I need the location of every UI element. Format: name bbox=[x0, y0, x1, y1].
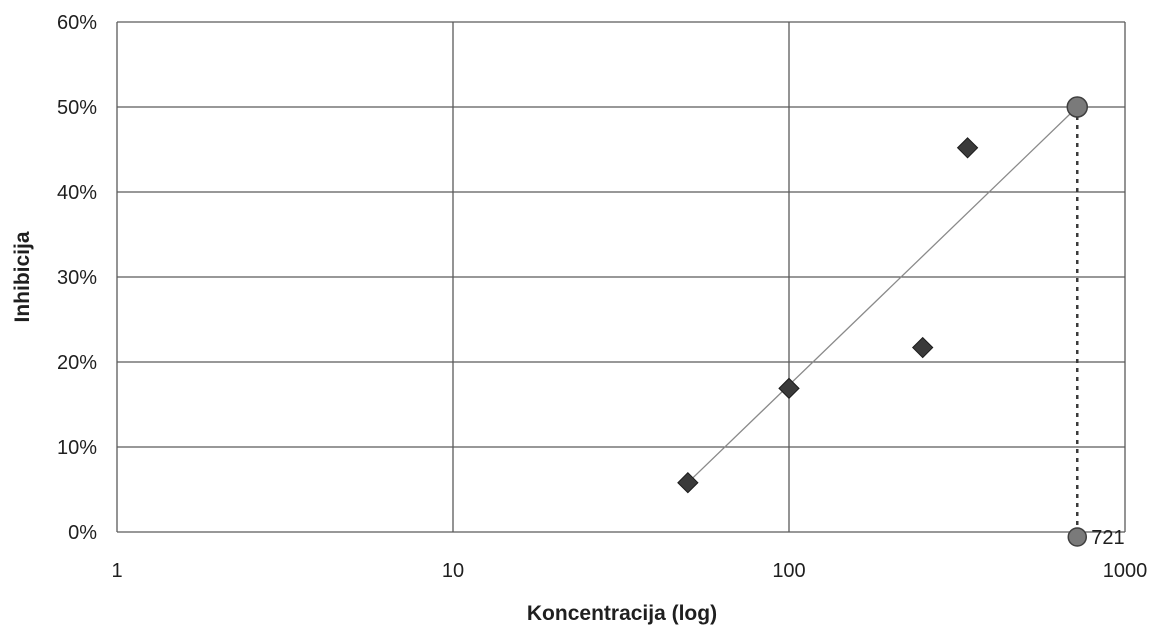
y-tick-label: 0% bbox=[68, 522, 97, 544]
x-tick-label: 100 bbox=[772, 560, 805, 582]
ic50-point-marker bbox=[1066, 96, 1089, 118]
y-tick-label: 50% bbox=[57, 97, 97, 119]
ic50-value-label: 721 bbox=[1091, 527, 1124, 549]
trendline bbox=[687, 106, 1078, 484]
y-tick-label: 40% bbox=[57, 182, 97, 204]
data-point-diamond bbox=[956, 137, 979, 159]
x-axis-title: Koncentracija (log) bbox=[527, 602, 717, 625]
x-tick-label: 1 bbox=[111, 560, 122, 582]
x-tick-labels: 1 10 100 1000 bbox=[111, 560, 1147, 582]
data-point-diamond bbox=[778, 377, 800, 400]
trendline-layer bbox=[687, 106, 1078, 484]
grid-layer bbox=[116, 21, 1126, 533]
y-tick-labels: 0% 10% 20% 30% 40% 50% 60% bbox=[57, 12, 97, 544]
y-tick-label: 20% bbox=[57, 352, 97, 374]
x-tick-label: 1000 bbox=[1103, 560, 1148, 582]
data-point-diamond bbox=[677, 471, 699, 494]
ic50-axis-marker bbox=[1067, 527, 1088, 547]
y-tick-label: 30% bbox=[57, 267, 97, 289]
y-tick-label: 60% bbox=[57, 12, 97, 34]
y-tick-label: 10% bbox=[57, 437, 97, 459]
data-markers bbox=[677, 96, 1089, 547]
y-axis-title: Inhibicija bbox=[11, 231, 34, 322]
annotations: 721 bbox=[1091, 527, 1124, 549]
x-tick-label: 10 bbox=[442, 560, 464, 582]
data-point-diamond bbox=[912, 336, 934, 359]
